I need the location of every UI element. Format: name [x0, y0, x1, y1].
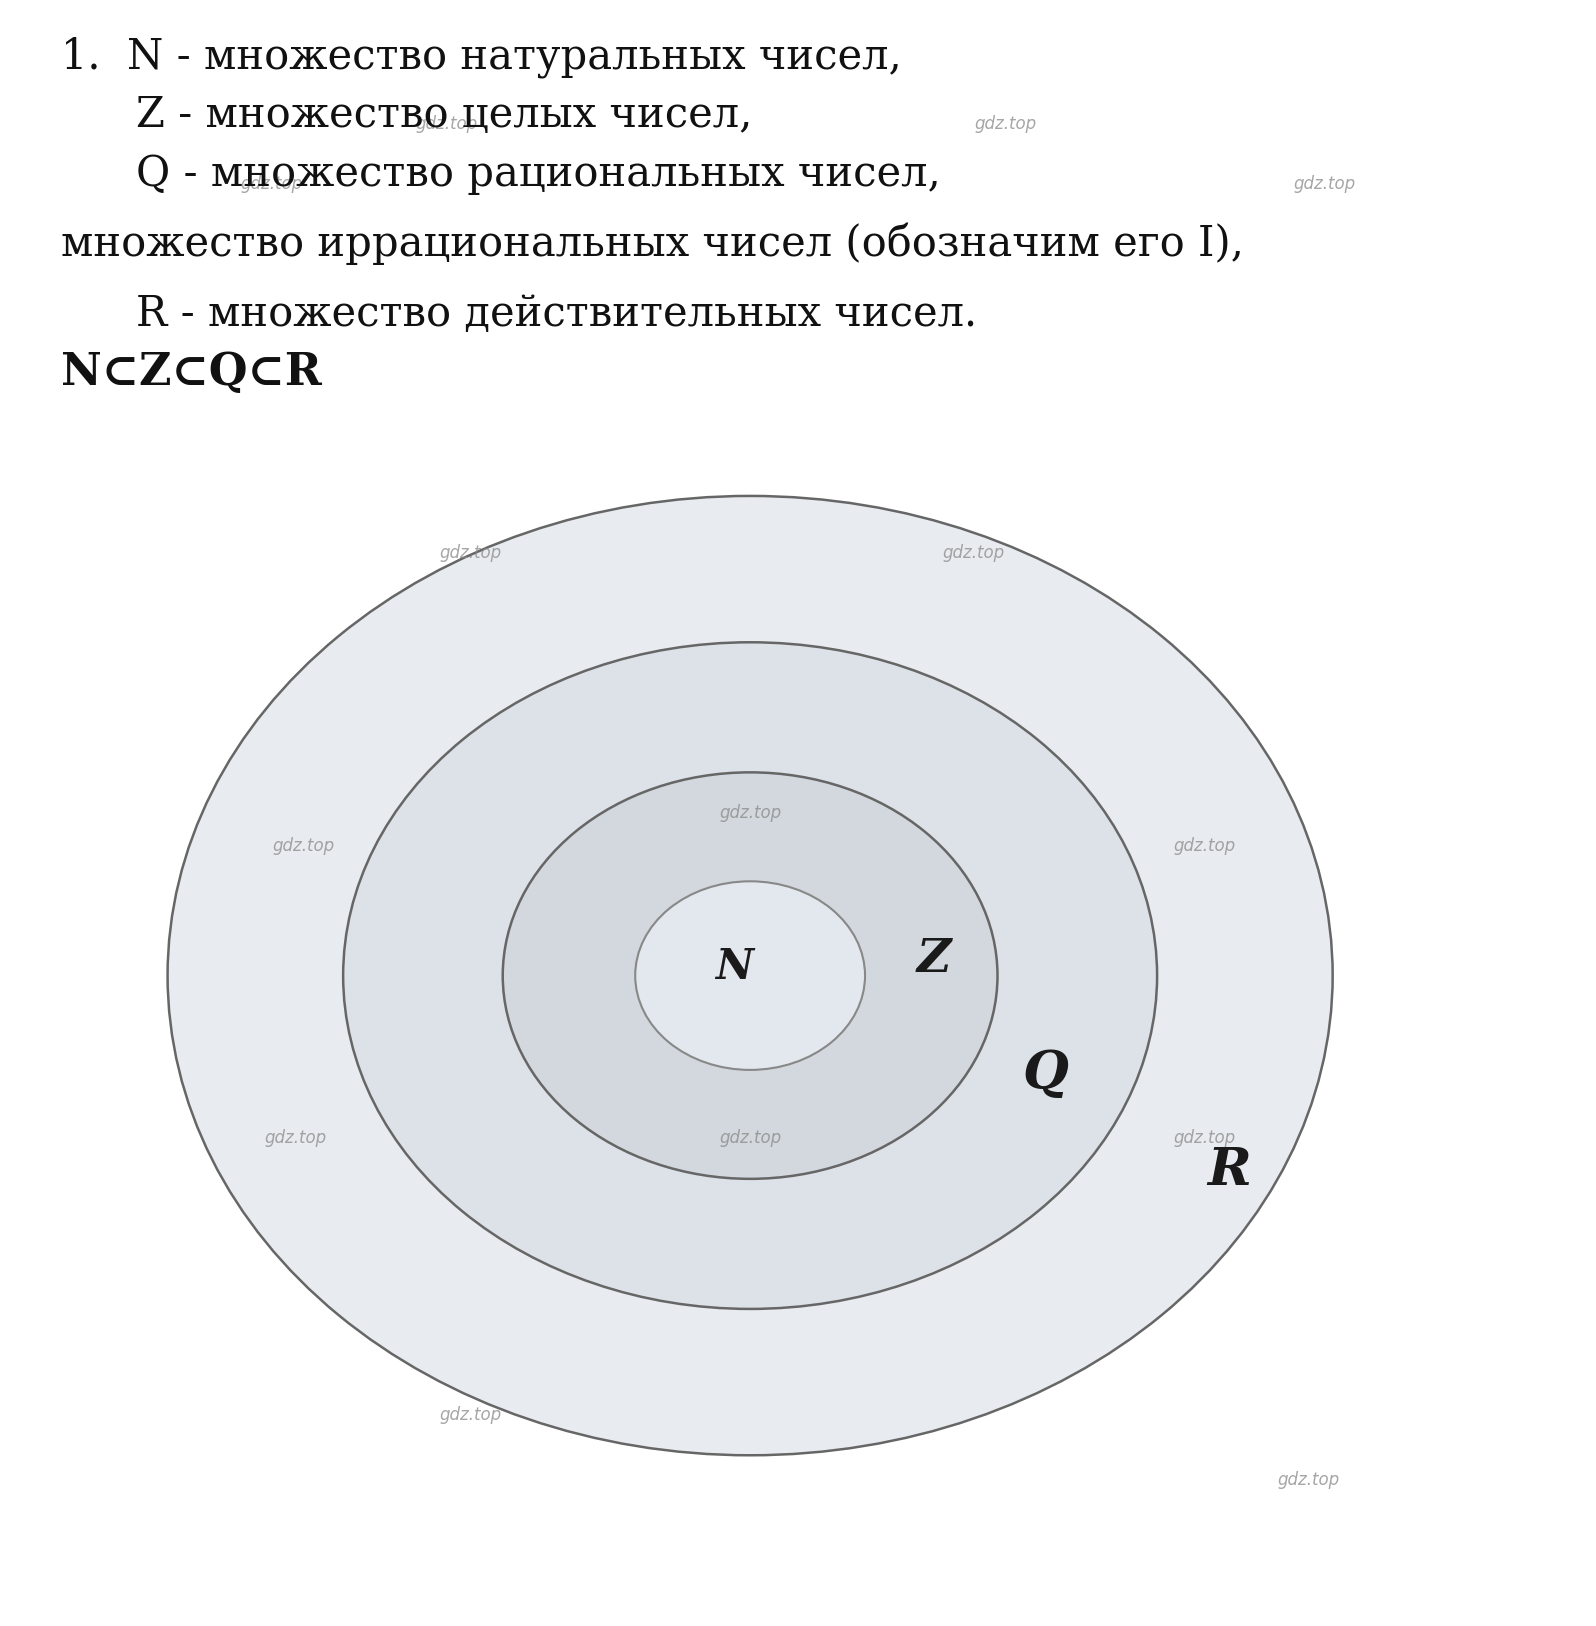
Text: gdz.top: gdz.top — [440, 1405, 501, 1424]
Text: Z - множество целых чисел,: Z - множество целых чисел, — [136, 94, 752, 137]
Text: gdz.top: gdz.top — [975, 114, 1036, 133]
Text: gdz.top: gdz.top — [417, 114, 477, 133]
Text: gdz.top: gdz.top — [265, 1128, 326, 1148]
Text: gdz.top: gdz.top — [440, 543, 501, 563]
Text: R: R — [1207, 1145, 1251, 1197]
Ellipse shape — [168, 496, 1333, 1455]
Text: 1.  N - множество натуральных чисел,: 1. N - множество натуральных чисел, — [61, 36, 902, 78]
Text: gdz.top: gdz.top — [720, 803, 780, 823]
Text: N⊂Z⊂Q⊂R: N⊂Z⊂Q⊂R — [61, 351, 321, 393]
Text: gdz.top: gdz.top — [1294, 174, 1355, 193]
Text: gdz.top: gdz.top — [943, 543, 1004, 563]
Text: Q - множество рациональных чисел,: Q - множество рациональных чисел, — [136, 153, 940, 195]
Ellipse shape — [343, 642, 1157, 1309]
Text: gdz.top: gdz.top — [720, 1128, 780, 1148]
Text: gdz.top: gdz.top — [273, 836, 334, 855]
Text: gdz.top: gdz.top — [1175, 836, 1235, 855]
Ellipse shape — [635, 881, 865, 1070]
Text: gdz.top: gdz.top — [241, 174, 302, 193]
Text: R - множество действительных чисел.: R - множество действительных чисел. — [136, 293, 977, 335]
Text: Q: Q — [1023, 1047, 1068, 1099]
Text: множество иррациональных чисел (обозначим его I),: множество иррациональных чисел (обозначи… — [61, 223, 1243, 265]
Ellipse shape — [503, 772, 998, 1179]
Text: gdz.top: gdz.top — [1175, 1128, 1235, 1148]
Text: Z: Z — [916, 937, 951, 982]
Text: gdz.top: gdz.top — [1278, 1470, 1339, 1489]
Text: N: N — [715, 946, 753, 989]
